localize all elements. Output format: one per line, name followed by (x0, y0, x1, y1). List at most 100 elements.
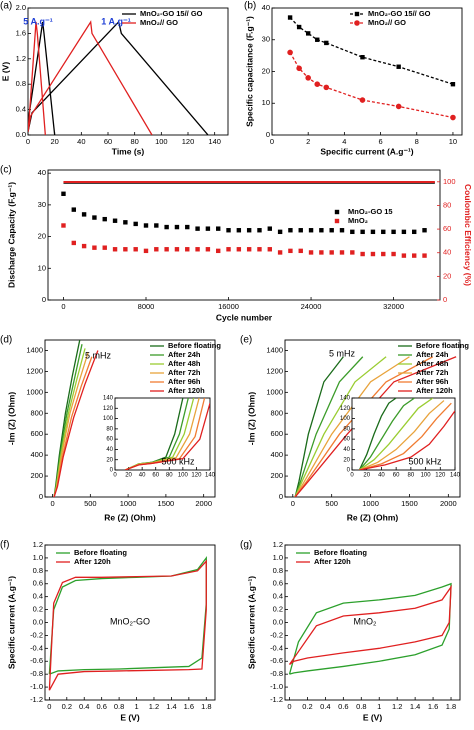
series-line (359, 400, 445, 470)
x-tick-label: 140 (450, 473, 461, 479)
x-tick-label: 140 (208, 137, 221, 146)
y-tick-label: 100 (340, 416, 351, 422)
x-tick-label: 120 (435, 473, 446, 479)
x-tick-label: 1.8 (201, 702, 211, 711)
marker (257, 228, 262, 233)
marker (246, 247, 252, 252)
x-tick-label: 20 (50, 137, 58, 146)
marker (164, 247, 169, 252)
marker (296, 24, 302, 30)
y2-tick-label: 60 (443, 224, 451, 233)
y-axis-label: Discharge Capacity (F.g⁻¹) (6, 182, 16, 288)
y2-tick-label: 20 (443, 271, 451, 280)
marker (350, 229, 355, 235)
marker (296, 65, 302, 72)
marker (360, 55, 365, 60)
marker (298, 228, 303, 233)
panel-label: (c) (0, 165, 12, 176)
series-line (124, 402, 210, 470)
marker (308, 250, 314, 255)
marker (205, 247, 211, 252)
y-axis-label: -Im (Z) (Ohm) (6, 392, 16, 446)
y-tick-label: -0.4 (30, 643, 43, 652)
y-tick-label: 0.4 (33, 592, 43, 601)
marker (195, 247, 200, 252)
y-tick-label: -1.2 (270, 695, 283, 704)
series-line (294, 356, 344, 497)
y-tick-label: 1000 (266, 387, 283, 396)
marker (288, 228, 293, 233)
marker (329, 250, 334, 255)
x-tick-label: 1.2 (149, 702, 159, 711)
y-axis-label: Specific capacitance (F.g⁻¹) (244, 16, 254, 127)
annotation: MnO₂-GO (110, 616, 150, 626)
x-tick-label: 60 (393, 473, 400, 479)
y-tick-label: 30 (38, 200, 46, 209)
marker (360, 229, 365, 235)
x-tick-label: 0 (291, 499, 295, 508)
x-tick-label: 0.4 (79, 702, 89, 711)
marker (412, 229, 417, 235)
y-tick-label: 0.6 (33, 579, 43, 588)
plot-frame (44, 544, 216, 701)
y-tick-label: 0.4 (16, 105, 26, 114)
x-tick-label: 100 (178, 473, 189, 479)
y2-tick-label: 40 (443, 248, 451, 257)
marker (195, 226, 200, 231)
series-line (48, 555, 207, 675)
marker (422, 228, 427, 233)
x-tick-label: 1.6 (428, 702, 438, 711)
y-tick-label: 20 (343, 457, 350, 463)
x-axis-label: Specific current (A.g⁻¹) (320, 146, 413, 156)
marker (81, 212, 87, 217)
y-tick-label: 200 (30, 471, 43, 480)
x-tick-label: 500 (84, 499, 97, 508)
x-tick-label: 0 (113, 473, 117, 479)
x-tick-label: 0.4 (320, 702, 330, 711)
y-tick-label: 60 (106, 437, 113, 443)
y-tick-label: 600 (30, 429, 43, 438)
y-tick-label: 40 (343, 447, 350, 453)
y-tick-label: 400 (270, 450, 283, 459)
y-tick-label: 0.6 (273, 579, 283, 588)
x-tick-label: 10 (449, 137, 457, 146)
marker (257, 247, 262, 252)
series-line (359, 402, 452, 470)
y-tick-label: 0.8 (16, 79, 26, 88)
marker (305, 31, 311, 36)
marker (360, 251, 365, 257)
y-tick-label: 0.0 (273, 617, 283, 626)
y-tick-label: 0.8 (273, 566, 283, 575)
marker (236, 228, 242, 233)
y-tick-label: 140 (103, 396, 114, 402)
x-tick-label: 1.4 (410, 702, 420, 711)
y-tick-label: 10 (262, 98, 270, 107)
marker (226, 228, 231, 233)
x-tick-label: 120 (182, 137, 195, 146)
x-tick-label: 0.2 (62, 702, 72, 711)
marker (305, 75, 311, 81)
marker (315, 37, 320, 42)
marker (324, 40, 329, 46)
marker (174, 247, 180, 252)
marker (412, 253, 417, 258)
x-tick-label: 2000 (195, 499, 212, 508)
x-tick-label: 20 (363, 473, 370, 479)
annotation: 1 A.g⁻¹ (101, 16, 130, 26)
x-tick-label: 80 (408, 473, 415, 479)
annotation: 5 A.g⁻¹ (23, 16, 52, 26)
x-tick-label: 100 (421, 473, 432, 479)
y-tick-label: 140 (340, 396, 351, 402)
y-tick-label: 1.2 (273, 540, 283, 549)
series-line (294, 356, 410, 497)
marker (359, 97, 366, 103)
legend-label: After 96h (168, 377, 201, 386)
y-tick-label: 400 (30, 450, 43, 459)
y-tick-label: 0.4 (273, 592, 283, 601)
y-tick-label: 1.6 (16, 28, 26, 37)
y-axis-label: -Im (Z) (Ohm) (246, 392, 256, 446)
marker (267, 226, 272, 231)
y-tick-label: 1400 (266, 345, 283, 354)
marker (102, 216, 107, 222)
